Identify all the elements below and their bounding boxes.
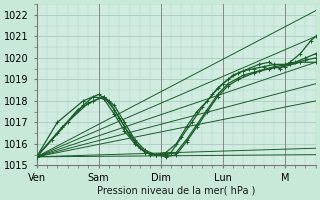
X-axis label: Pression niveau de la mer( hPa ): Pression niveau de la mer( hPa ) (97, 186, 255, 196)
